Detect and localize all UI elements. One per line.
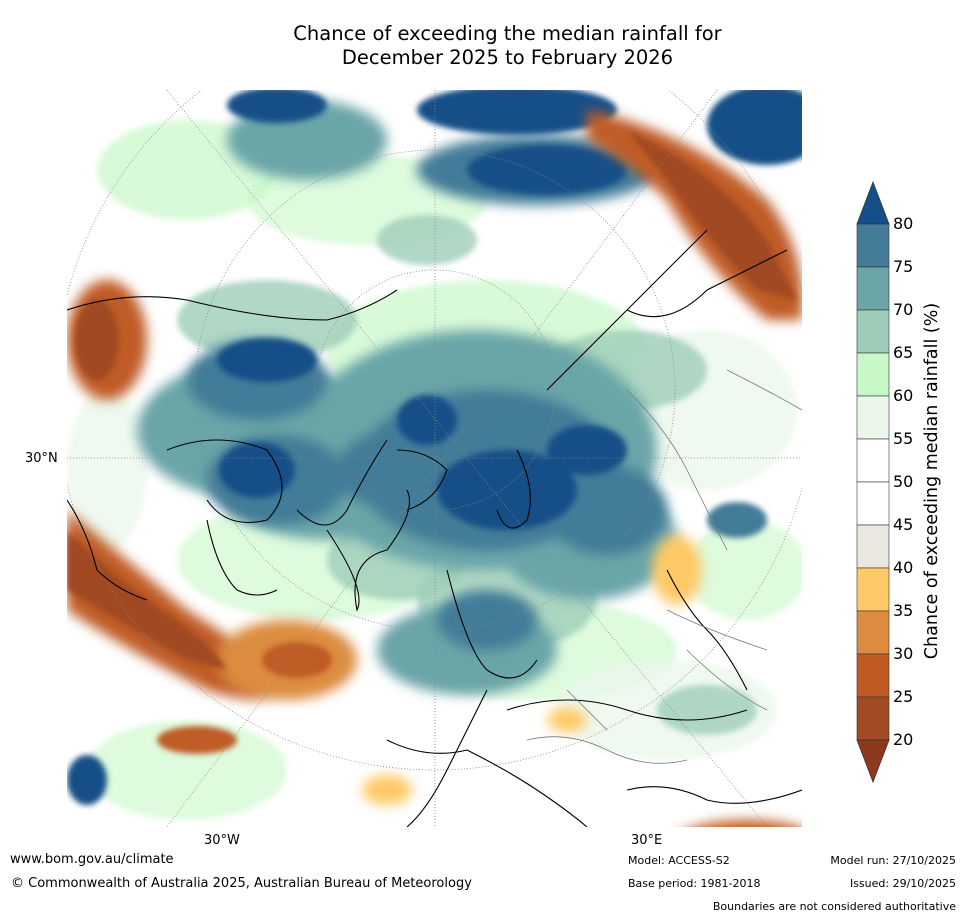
colorbar-tick: 60	[893, 386, 914, 405]
colorbar-tick: 80	[893, 214, 914, 233]
website-text: www.bom.gov.au/climate	[10, 852, 174, 867]
colorbar-segment	[856, 266, 890, 311]
colorbar-segment	[856, 481, 890, 526]
colorbar-segment	[856, 653, 890, 698]
colorbar-segment	[856, 696, 890, 741]
rainfall-map	[67, 90, 802, 827]
colorbar-segments	[856, 223, 890, 741]
colorbar-segment	[856, 352, 890, 397]
chart-title: Chance of exceeding the median rainfall …	[60, 22, 955, 70]
title-line-1: Chance of exceeding the median rainfall …	[293, 22, 722, 45]
colorbar-tick: 50	[893, 472, 914, 491]
colorbar-bottom-arrow	[856, 739, 890, 784]
colorbar-tick: 45	[893, 515, 914, 534]
model-run-text: Model run: 27/10/2025	[830, 854, 956, 867]
colorbar-top-arrow	[856, 180, 890, 225]
coastlines	[67, 229, 802, 827]
colorbar-segment	[856, 567, 890, 612]
title-line-2: December 2025 to February 2026	[341, 46, 674, 69]
country-borders	[526, 369, 802, 764]
colorbar-tick: 35	[893, 601, 914, 620]
colorbar-segment	[856, 395, 890, 440]
colorbar-label: Chance of exceeding median rainfall (%)	[922, 302, 942, 660]
colorbar-segment	[856, 524, 890, 569]
colorbar-tick: 25	[893, 687, 914, 706]
colorbar-tick: 40	[893, 558, 914, 577]
colorbar-tick: 65	[893, 343, 914, 362]
lat-label-30n: 30°N	[25, 451, 58, 466]
copyright-text: © Commonwealth of Australia 2025, Austra…	[11, 876, 472, 891]
dark-blue-regions	[67, 90, 802, 805]
model-text: Model: ACCESS-S2	[628, 854, 730, 867]
map-canvas	[67, 90, 802, 827]
colorbar	[856, 180, 890, 784]
lon-label-30w: 30°W	[204, 833, 240, 848]
colorbar-segment	[856, 223, 890, 268]
disclaimer-text: Boundaries are not considered authoritat…	[712, 900, 956, 913]
colorbar-tick: 30	[893, 644, 914, 663]
colorbar-tick: 20	[893, 730, 914, 749]
colorbar-tick: 55	[893, 429, 914, 448]
colorbar-segment	[856, 438, 890, 483]
base-period-text: Base period: 1981-2018	[628, 877, 761, 890]
graticule	[67, 90, 802, 827]
colorbar-tick: 70	[893, 300, 914, 319]
colorbar-tick: 75	[893, 257, 914, 276]
colorbar-segment	[856, 309, 890, 354]
lon-label-30e: 30°E	[631, 833, 663, 848]
colorbar-segment	[856, 610, 890, 655]
issued-text: Issued: 29/10/2025	[849, 877, 956, 890]
